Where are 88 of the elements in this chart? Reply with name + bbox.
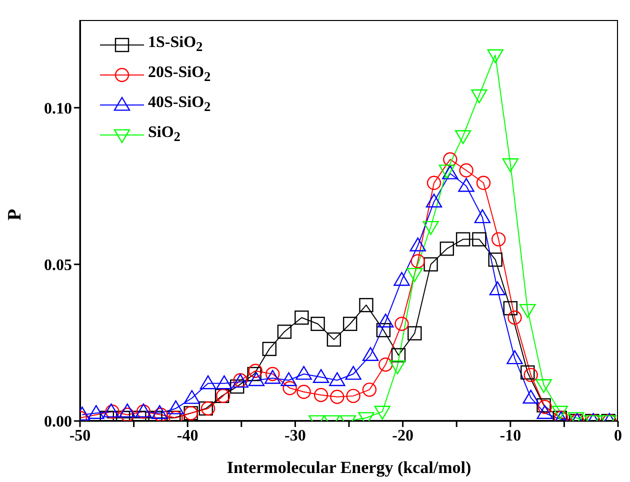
- point: [426, 194, 442, 208]
- point: [312, 369, 330, 383]
- point: [326, 332, 342, 347]
- point: [346, 388, 360, 404]
- point: [200, 375, 216, 390]
- point: [456, 232, 470, 246]
- point: [248, 364, 262, 378]
- point: [487, 49, 504, 64]
- point: [508, 310, 522, 325]
- x-tick-label: -40: [176, 427, 198, 444]
- point: [248, 372, 265, 386]
- point: [408, 326, 422, 340]
- point: [506, 350, 523, 364]
- point: [524, 368, 538, 382]
- point: [154, 408, 168, 421]
- x-tick-label: -50: [69, 427, 91, 444]
- point: [424, 257, 438, 272]
- point: [489, 281, 506, 296]
- point: [296, 366, 312, 380]
- point: [376, 323, 391, 338]
- point: [522, 390, 539, 404]
- point: [184, 390, 200, 404]
- point: [152, 405, 168, 419]
- point: [345, 366, 362, 380]
- point: [330, 390, 344, 404]
- point: [406, 268, 423, 282]
- point: [277, 324, 292, 339]
- point: [294, 310, 309, 325]
- point: [362, 382, 377, 397]
- point: [426, 176, 442, 190]
- legend-label: 1S-SiO$_{2}$: [148, 34, 203, 56]
- point: [459, 163, 474, 178]
- point: [520, 365, 535, 380]
- y-tick-label: 0.05: [44, 257, 72, 274]
- point: [296, 384, 311, 399]
- point: [198, 401, 213, 416]
- point: [119, 404, 136, 418]
- x-tick-label: -30: [284, 427, 306, 444]
- point: [120, 408, 134, 421]
- point: [520, 304, 536, 318]
- point: [491, 232, 506, 246]
- x-axis-title: Intermolecular Energy (kcal/mol): [226, 458, 472, 477]
- x-tick-label: 0: [614, 427, 622, 444]
- point: [168, 400, 184, 414]
- y-tick-label: 0.10: [44, 100, 72, 118]
- point: [216, 375, 232, 390]
- point: [443, 152, 458, 167]
- point: [230, 379, 244, 394]
- point: [377, 314, 394, 328]
- point: [264, 370, 281, 384]
- point: [488, 252, 502, 267]
- point: [362, 347, 379, 362]
- point: [262, 342, 276, 356]
- point: [536, 405, 553, 419]
- point: [502, 158, 518, 172]
- point: [378, 358, 393, 372]
- legend-label: 20S-SiO$_{2}$: [148, 64, 211, 86]
- y-tick-label: 0.00: [44, 414, 72, 431]
- point: [422, 220, 439, 235]
- point: [394, 316, 409, 331]
- point: [282, 381, 297, 396]
- point: [410, 237, 426, 252]
- x-tick-label: -10: [500, 427, 522, 444]
- legend-label: SiO$_{2}$: [148, 124, 180, 146]
- point: [471, 89, 488, 104]
- point: [472, 232, 486, 246]
- point: [454, 130, 472, 144]
- point: [342, 316, 358, 331]
- point: [88, 405, 104, 419]
- point: [247, 366, 262, 382]
- point: [310, 316, 325, 331]
- point: [200, 401, 216, 416]
- point: [391, 348, 406, 362]
- legend-label: 40S-SiO$_{2}$: [148, 94, 211, 116]
- point: [314, 388, 328, 402]
- point: [280, 372, 297, 386]
- point: [329, 372, 346, 386]
- point: [359, 298, 374, 312]
- y-axis-title: P: [4, 208, 26, 220]
- point: [394, 272, 410, 286]
- point: [438, 164, 456, 178]
- point: [440, 242, 454, 256]
- x-tick-label: -20: [392, 427, 414, 444]
- point: [474, 209, 491, 224]
- point: [476, 176, 491, 190]
- point: [410, 254, 425, 268]
- point: [266, 366, 280, 382]
- point: [503, 301, 518, 316]
